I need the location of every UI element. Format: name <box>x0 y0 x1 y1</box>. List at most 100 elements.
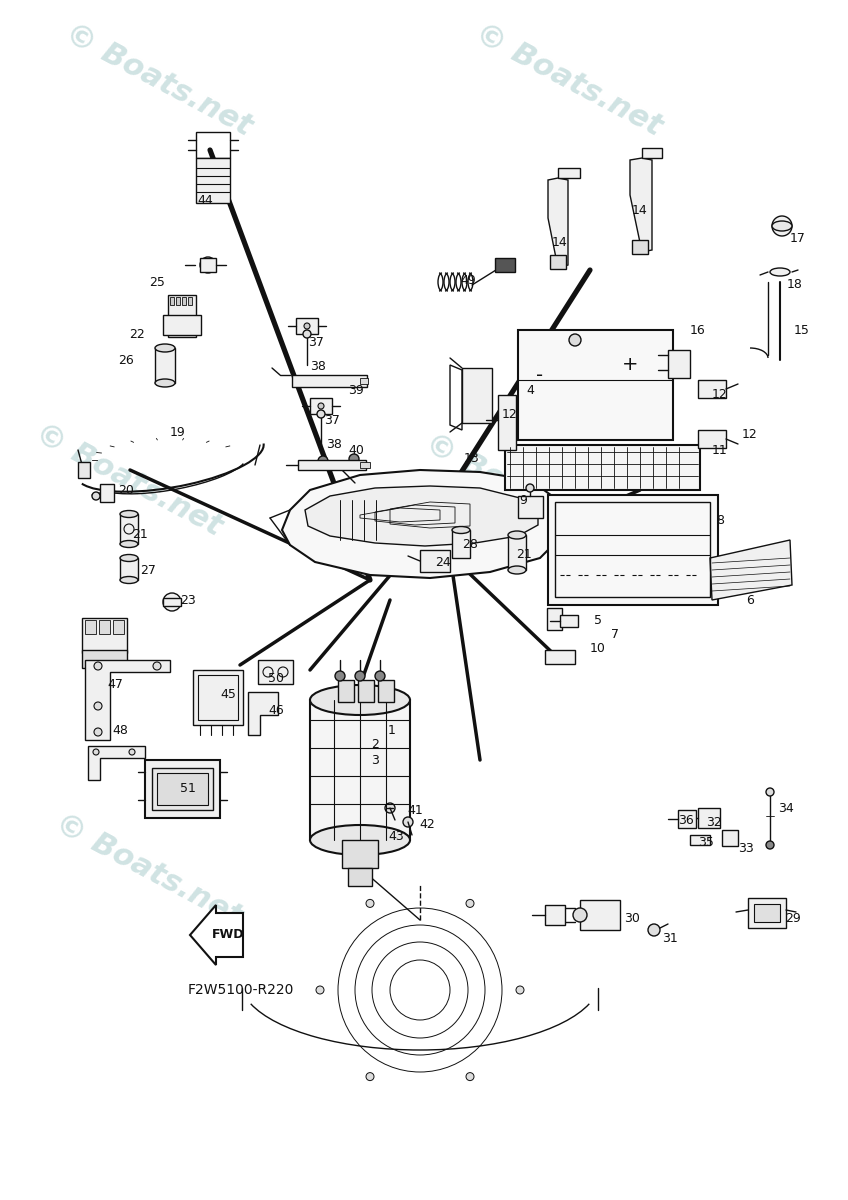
Circle shape <box>366 899 374 907</box>
Polygon shape <box>88 746 145 780</box>
Text: +: + <box>622 355 639 374</box>
Circle shape <box>366 1073 374 1081</box>
Bar <box>182 296 186 305</box>
Circle shape <box>92 492 100 500</box>
Bar <box>145 760 220 818</box>
Bar <box>338 680 354 702</box>
Bar <box>690 835 710 845</box>
Circle shape <box>318 403 324 409</box>
Circle shape <box>370 828 380 838</box>
Polygon shape <box>305 486 538 546</box>
Text: 1: 1 <box>388 724 396 737</box>
Bar <box>82 650 127 668</box>
Bar <box>360 462 370 468</box>
Ellipse shape <box>508 530 526 539</box>
Bar <box>85 620 96 634</box>
Text: 7: 7 <box>611 629 619 642</box>
Ellipse shape <box>120 576 138 583</box>
Text: 31: 31 <box>662 931 678 944</box>
Text: 20: 20 <box>118 484 134 497</box>
Text: 13: 13 <box>464 451 480 464</box>
Bar <box>560 614 578 626</box>
Text: © Boats.net: © Boats.net <box>30 419 226 541</box>
Text: 24: 24 <box>435 557 451 570</box>
Circle shape <box>317 410 325 418</box>
Circle shape <box>766 788 774 796</box>
Circle shape <box>466 899 474 907</box>
Text: 8: 8 <box>716 514 724 527</box>
Text: 45: 45 <box>220 689 236 702</box>
Bar <box>200 258 216 272</box>
Text: 21: 21 <box>516 548 532 562</box>
Bar <box>196 158 230 203</box>
Text: 6: 6 <box>746 594 754 606</box>
Bar <box>495 258 515 272</box>
Bar <box>580 900 620 930</box>
Bar <box>296 318 318 334</box>
Bar <box>545 905 565 925</box>
Circle shape <box>569 334 581 346</box>
Circle shape <box>772 216 792 236</box>
Bar <box>748 898 786 928</box>
Circle shape <box>466 1073 474 1081</box>
Bar <box>99 620 110 634</box>
Text: 4: 4 <box>526 384 534 396</box>
Bar <box>550 254 566 269</box>
Text: 37: 37 <box>308 336 324 348</box>
Bar <box>555 502 710 596</box>
Bar <box>310 700 410 840</box>
Text: 36: 36 <box>678 814 694 827</box>
Text: 33: 33 <box>738 841 754 854</box>
Bar <box>722 830 738 846</box>
Text: 46: 46 <box>268 703 284 716</box>
Bar <box>420 550 450 572</box>
Text: 51: 51 <box>180 781 196 794</box>
Bar <box>754 904 780 922</box>
Circle shape <box>526 484 534 492</box>
Text: 25: 25 <box>149 276 165 288</box>
Ellipse shape <box>310 685 410 715</box>
Text: 12: 12 <box>742 428 758 442</box>
Ellipse shape <box>120 510 138 517</box>
Text: 32: 32 <box>706 816 722 828</box>
Text: © Boats.net: © Boats.net <box>470 18 667 142</box>
Ellipse shape <box>155 379 175 386</box>
Circle shape <box>200 257 216 272</box>
Ellipse shape <box>770 268 790 276</box>
Polygon shape <box>558 168 580 178</box>
Polygon shape <box>630 158 652 252</box>
Polygon shape <box>248 692 278 734</box>
Text: 17: 17 <box>790 232 806 245</box>
Bar <box>163 314 201 335</box>
Text: 30: 30 <box>624 912 640 924</box>
Polygon shape <box>642 148 662 158</box>
Text: 44: 44 <box>197 193 213 206</box>
Bar <box>378 680 394 702</box>
Text: 28: 28 <box>462 539 478 552</box>
Circle shape <box>385 803 395 814</box>
Circle shape <box>94 662 102 670</box>
Text: 15: 15 <box>794 324 810 336</box>
Circle shape <box>94 728 102 736</box>
Bar <box>176 296 180 305</box>
Polygon shape <box>190 905 243 965</box>
Text: © Boats.net: © Boats.net <box>60 18 257 142</box>
Bar <box>342 840 378 868</box>
Text: 48: 48 <box>112 724 128 737</box>
Text: 50: 50 <box>268 672 284 684</box>
Bar <box>188 296 192 305</box>
Bar <box>462 368 492 422</box>
Circle shape <box>94 702 102 710</box>
Bar <box>698 808 720 828</box>
Circle shape <box>304 323 310 329</box>
Bar <box>155 348 175 383</box>
Ellipse shape <box>508 566 526 574</box>
Ellipse shape <box>772 221 792 230</box>
Text: 49: 49 <box>460 274 476 287</box>
Ellipse shape <box>155 344 175 352</box>
Bar <box>120 514 138 544</box>
Bar <box>632 240 648 254</box>
Polygon shape <box>282 470 565 578</box>
Text: 9: 9 <box>519 493 527 506</box>
Text: © Boats.net: © Boats.net <box>420 428 616 552</box>
